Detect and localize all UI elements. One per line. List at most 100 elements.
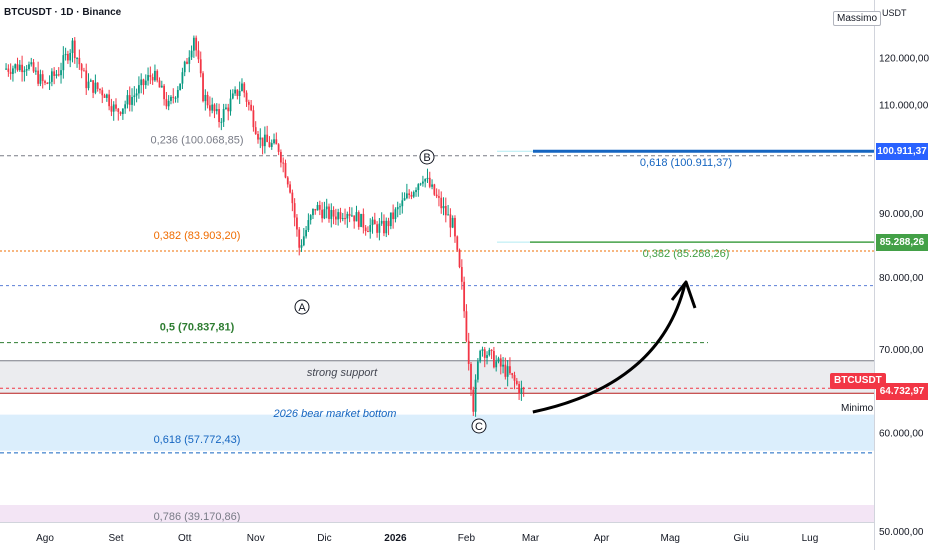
symbol-title[interactable]: BTCUSDT · 1D · Binance xyxy=(4,7,122,18)
x-tick-label-1: Set xyxy=(108,533,123,544)
candle-body xyxy=(305,230,307,237)
candle-body xyxy=(263,134,266,147)
candle-body xyxy=(85,70,88,89)
candle-body xyxy=(273,139,275,144)
candle-body xyxy=(96,82,99,89)
x-tick-label-11: Lug xyxy=(802,533,819,544)
candle-body xyxy=(312,208,314,216)
candle-body xyxy=(138,85,140,94)
candle-body xyxy=(62,55,65,71)
candle-body xyxy=(275,139,278,145)
candle-body xyxy=(101,90,104,96)
candle-body xyxy=(298,229,301,248)
candle-body xyxy=(351,215,353,217)
candle-body xyxy=(41,74,44,82)
currency-label[interactable]: USDT xyxy=(882,8,907,18)
candle-body xyxy=(16,64,19,71)
candle-body xyxy=(385,220,388,234)
candle-body xyxy=(495,361,498,368)
candle-body xyxy=(415,190,417,193)
wave-label-A-circle xyxy=(294,299,310,315)
zone-0786 xyxy=(0,505,874,522)
candle-body xyxy=(364,227,367,232)
candle-body xyxy=(181,72,184,84)
candle-body xyxy=(348,213,351,216)
candle-body xyxy=(163,85,165,100)
low-label: Minimo xyxy=(841,403,874,414)
x-tick-label-9: Mag xyxy=(661,533,680,544)
price-tag-fib-0382: 85.288,26 xyxy=(876,234,928,252)
x-tick-label-8: Apr xyxy=(594,533,610,544)
candle-body xyxy=(257,133,259,140)
candle-body xyxy=(206,94,209,106)
candle-body xyxy=(28,64,30,70)
candle-body xyxy=(247,101,250,105)
candle-body xyxy=(140,79,143,86)
candle-body xyxy=(454,217,456,237)
wave-label-C: C xyxy=(475,421,483,433)
candle-body xyxy=(449,214,452,228)
candle-body xyxy=(67,53,69,61)
candle-body xyxy=(14,64,17,69)
candle-body xyxy=(378,223,381,233)
y-tick-label-4: 70.000,00 xyxy=(879,345,924,356)
candle-body xyxy=(225,107,227,109)
candle-body xyxy=(442,206,445,209)
candle-body xyxy=(438,196,440,198)
candle-body xyxy=(5,68,7,70)
candle-body xyxy=(34,70,37,72)
candle-body xyxy=(373,219,376,225)
candle-body xyxy=(504,364,507,377)
candle-body xyxy=(117,108,120,112)
candle-body xyxy=(80,64,83,71)
wave-label-C-circle xyxy=(471,418,487,434)
candle-body xyxy=(296,217,298,230)
candle-body xyxy=(213,104,216,112)
candle-body xyxy=(128,95,131,105)
candle-body xyxy=(380,220,383,224)
candle-body xyxy=(502,364,504,367)
candle-body xyxy=(419,183,422,185)
candle-body xyxy=(23,70,26,73)
candle-body xyxy=(76,57,78,59)
candle-body xyxy=(12,68,14,74)
wave-label-B-circle xyxy=(419,149,435,165)
candle-body xyxy=(158,80,161,88)
candle-body xyxy=(179,83,182,91)
x-tick-label-7: Mar xyxy=(522,533,540,544)
candle-body xyxy=(341,218,344,220)
candle-body xyxy=(362,213,365,228)
time-axis[interactable]: Ago Set Ott Nov Dic 2026 Feb Mar Apr Mag Giu Lug xyxy=(0,522,874,551)
candle-body xyxy=(465,311,468,341)
high-label: Massimo xyxy=(833,11,882,26)
candle-body xyxy=(133,95,136,97)
candle-body xyxy=(83,70,85,72)
candle-body xyxy=(250,104,253,111)
candle-body xyxy=(238,90,241,96)
wave-label-B: B xyxy=(423,152,430,164)
candle-body xyxy=(328,206,330,219)
candle-body xyxy=(376,224,378,233)
zones-layer xyxy=(0,360,874,522)
price-axis[interactable]: 120.000,00 110.000,00 90.000,00 80.000,00 70… xyxy=(874,0,932,550)
candle-body xyxy=(165,99,168,107)
x-tick-label-3: Nov xyxy=(247,533,265,544)
candle-body xyxy=(218,109,220,123)
candle-body xyxy=(204,94,207,102)
candle-body xyxy=(92,80,94,93)
annotation-strong-support: strong support xyxy=(307,367,378,379)
candle-body xyxy=(21,64,23,73)
candle-body xyxy=(231,93,234,99)
candle-body xyxy=(154,70,156,81)
candle-body xyxy=(399,206,401,208)
candle-body xyxy=(252,110,255,128)
candle-body xyxy=(424,179,427,182)
candle-body xyxy=(479,350,482,362)
candle-body xyxy=(53,71,56,76)
candle-body xyxy=(25,69,28,71)
candle-body xyxy=(433,184,436,195)
candle-body xyxy=(186,61,188,64)
candle-body xyxy=(447,214,449,216)
candle-body xyxy=(389,212,392,227)
